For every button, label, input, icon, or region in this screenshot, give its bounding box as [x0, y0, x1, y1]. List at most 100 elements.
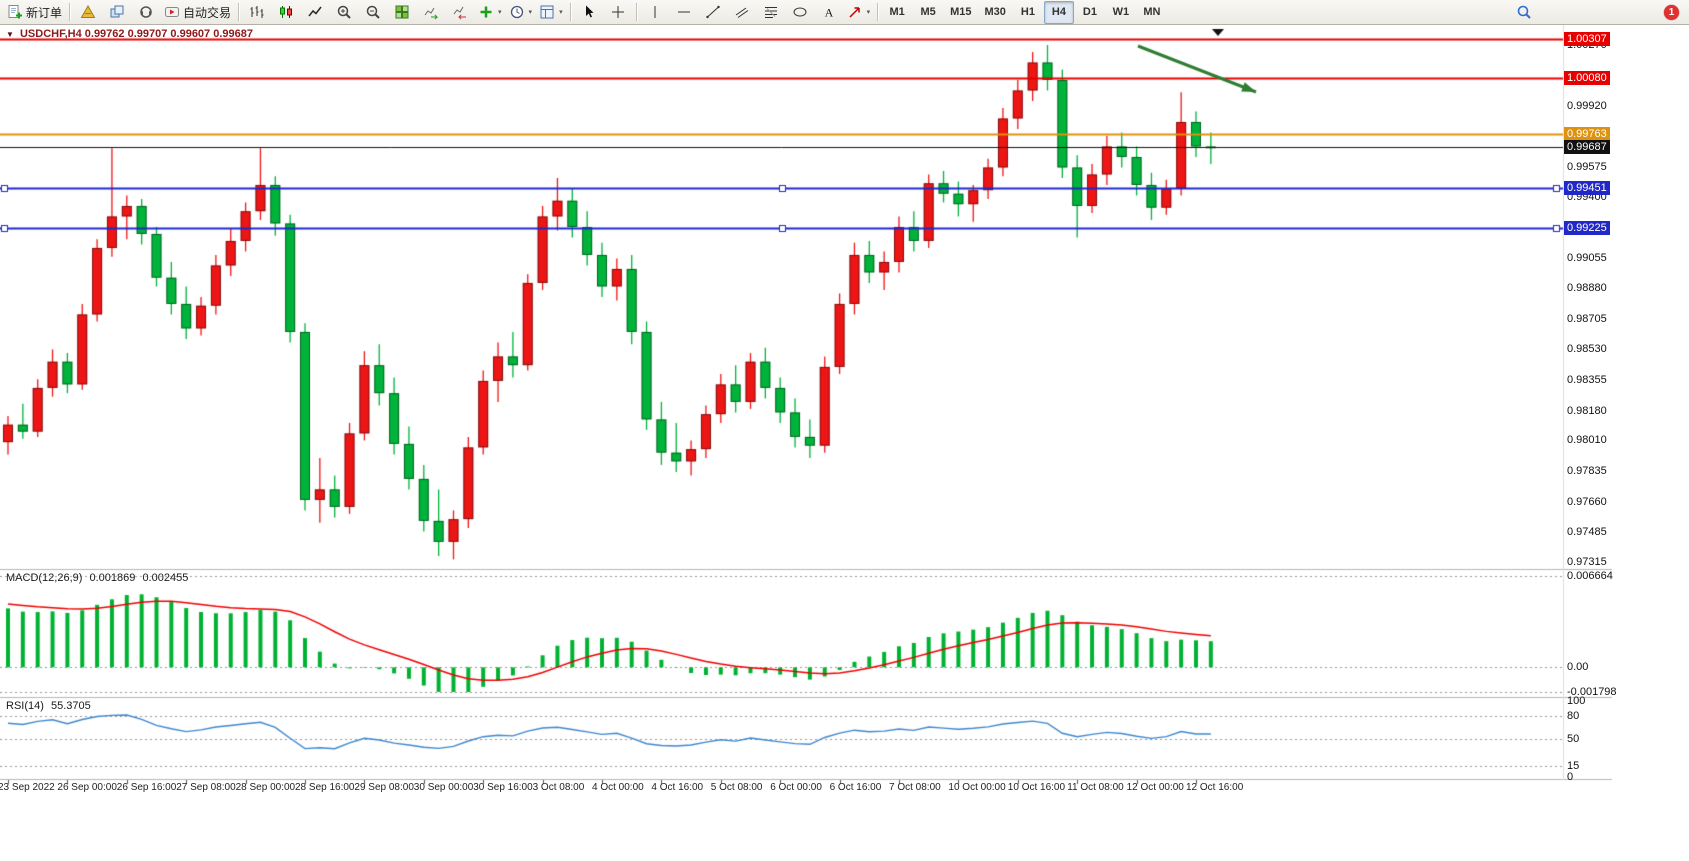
chart-title: ▼ USDCHF,H4 0.99762 0.99707 0.99607 0.99… [6, 28, 257, 40]
time-axis-label: 23 Sep 2022 [0, 782, 55, 793]
caret-down-icon: ▾ [498, 9, 502, 16]
time-axis-label: 4 Oct 16:00 [651, 782, 704, 793]
rsi-axis-label: 50 [1567, 733, 1580, 745]
svg-text:A: A [824, 6, 833, 20]
toolbar-separator [238, 3, 240, 21]
macd-axis-label: -0.001798 [1567, 686, 1617, 698]
macd-value: 0.001869 [89, 572, 136, 584]
timeframe-d1-button[interactable]: D1 [1082, 6, 1097, 18]
rsi-header: RSI(14) 55.3705 [6, 700, 95, 712]
price-axis-label: 0.98180 [1567, 404, 1607, 417]
chart-shift-button[interactable] [446, 1, 474, 24]
macd-axis-label: 0.00 [1567, 661, 1589, 674]
timeframe-h1-button[interactable]: H1 [1020, 6, 1035, 18]
time-axis-label: 4 Oct 00:00 [592, 782, 644, 793]
rsi-label: RSI(14) [6, 700, 44, 712]
symbol-search-button[interactable] [1510, 1, 1538, 24]
timeframe-w1-button[interactable]: W1 [1112, 6, 1130, 18]
cursor-button[interactable] [575, 1, 603, 24]
text-icon: A [821, 4, 837, 20]
timeframe-m15-button[interactable]: M15 [950, 6, 972, 18]
timeframe-m30-button[interactable]: M30 [984, 6, 1006, 18]
arrow-tools-button[interactable]: ▾ [844, 1, 874, 24]
candlestick-chart-button[interactable] [272, 1, 300, 24]
time-axis-label: 27 Sep 08:00 [176, 782, 236, 793]
periods-button[interactable]: ▾ [506, 1, 536, 24]
indicators-button[interactable]: ▾ [475, 1, 505, 24]
timeframe-mn-button[interactable]: MN [1143, 6, 1161, 18]
time-axis-label: 29 Sep 08:00 [354, 782, 414, 793]
timeframe-m1-button[interactable]: M1 [889, 6, 905, 18]
zoom-in-button[interactable] [330, 1, 358, 24]
plus-green-icon [478, 4, 494, 20]
time-axis-label: 26 Sep 00:00 [57, 782, 117, 793]
price-axis-label: 0.98880 [1567, 282, 1607, 295]
autoscroll-icon [423, 4, 439, 20]
caret-down-icon: ▾ [559, 9, 563, 16]
trendline-icon [705, 4, 721, 20]
community-button[interactable] [132, 1, 160, 24]
templates-button[interactable]: ▾ [536, 1, 566, 24]
zoom-in-icon [336, 4, 352, 20]
autotrading-button[interactable]: 自动交易 [161, 1, 234, 24]
template-icon [539, 4, 555, 20]
arrows-icon [847, 4, 863, 20]
zoom-out-icon [365, 4, 381, 20]
hline-icon [676, 4, 692, 20]
crosshair-button[interactable] [604, 1, 632, 24]
price-chart-canvas[interactable] [0, 25, 1612, 797]
price-axis-label: 0.98010 [1567, 434, 1607, 447]
new-order-button[interactable]: 新订单 [4, 1, 65, 24]
macd-label: MACD(12,26,9) [6, 572, 83, 584]
chart-collapse-icon[interactable]: ▼ [6, 30, 14, 39]
cursor-icon [581, 4, 597, 20]
toolbar-separator [877, 3, 879, 21]
auto-scroll-button[interactable] [417, 1, 445, 24]
timeframe-h4-button[interactable]: H4 [1043, 0, 1074, 24]
bid-price-line-price-badge: 0.99687 [1564, 140, 1610, 154]
shapes-icon [792, 4, 808, 20]
bars-icon [249, 4, 265, 20]
line-chart-button[interactable] [301, 1, 329, 24]
vline-icon [647, 4, 663, 20]
bar-chart-button[interactable] [243, 1, 271, 24]
headset-icon [138, 4, 154, 20]
timeframe-m5-button[interactable]: M5 [920, 6, 936, 18]
market-depth-button[interactable] [74, 1, 102, 24]
new-order-icon [7, 4, 23, 20]
notification-badge[interactable]: 1 [1664, 4, 1679, 20]
orange-pivot-line-price-badge: 0.99763 [1564, 126, 1610, 141]
toolbar-separator [635, 3, 637, 21]
chart-window: ▼ USDCHF,H4 0.99762 0.99707 0.99607 0.99… [0, 25, 1689, 861]
vertical-line-button[interactable] [641, 1, 669, 24]
time-axis-label: 6 Oct 00:00 [770, 782, 822, 793]
autotrading-button-label: 自动交易 [183, 5, 232, 20]
trendline-button[interactable] [699, 1, 727, 24]
data-window-button[interactable] [103, 1, 131, 24]
time-axis-label: 10 Oct 00:00 [948, 782, 1006, 793]
channel-button[interactable] [728, 1, 756, 24]
rsi-value: 55.3705 [50, 700, 91, 712]
time-axis-label: 28 Sep 16:00 [295, 782, 355, 793]
symbol-ohlc-label: USDCHF,H4 0.99762 0.99707 0.99607 0.9968… [19, 28, 253, 40]
clock-icon [509, 4, 525, 20]
fibo-icon [763, 4, 779, 20]
time-axis-label: 12 Oct 16:00 [1186, 782, 1244, 793]
support-line-1-price-badge: 0.99451 [1564, 181, 1610, 196]
fibonacci-button[interactable] [757, 1, 785, 24]
support-line-2-price-badge: 0.99225 [1564, 220, 1610, 235]
zoom-out-button[interactable] [359, 1, 387, 24]
caret-down-icon: ▾ [866, 9, 871, 16]
toolbar-separator [69, 3, 71, 21]
time-axis-label: 5 Oct 08:00 [710, 782, 763, 793]
price-axis-label: 0.97835 [1567, 465, 1607, 478]
tile-windows-button[interactable] [388, 1, 416, 24]
macd-header: MACD(12,26,9) 0.001869 0.002455 [6, 572, 192, 584]
toolbar-separator [569, 3, 571, 21]
text-button[interactable]: A [815, 1, 843, 24]
horizontal-line-button[interactable] [670, 1, 698, 24]
toolbar: 新订单 自动交易 ▾ ▾ ▾ A ▾ M1 M5 M15 M30 H1 H4 D1 W1 MN 1 [0, 0, 1689, 25]
price-axis-label: 0.98530 [1567, 343, 1607, 356]
shapes-button[interactable] [786, 1, 814, 24]
